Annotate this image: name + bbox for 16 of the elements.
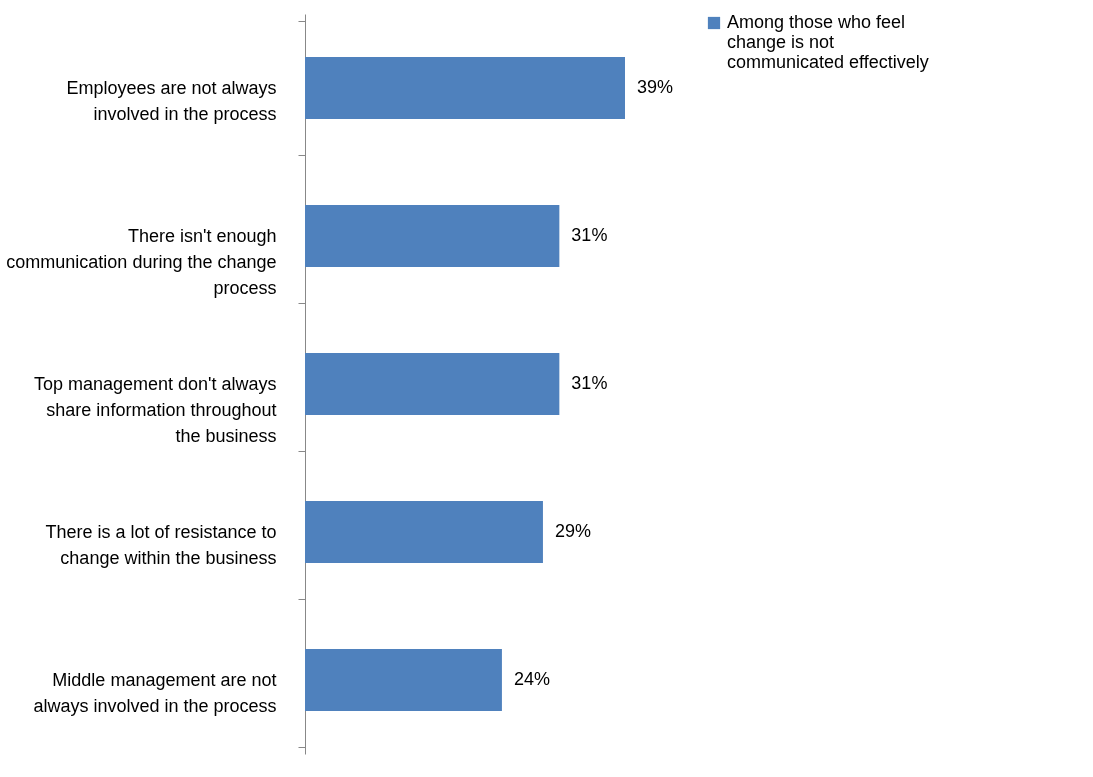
legend-label: Among those who feel change is not communicated effectively <box>727 12 929 72</box>
bar <box>305 501 543 563</box>
y-tick-label: There is a lot of resistance to change within the business <box>45 521 277 568</box>
data-label: 31% <box>571 225 608 245</box>
bar <box>305 353 560 415</box>
data-label: 39% <box>637 77 674 97</box>
y-tick-label: There isn't enough communication during the change process <box>6 225 277 298</box>
bar <box>305 57 625 119</box>
data-label: 31% <box>571 373 608 393</box>
y-tick-label: Top management don't always share information throughout the business <box>33 373 277 446</box>
y-tick-label: Middle management are not always involved in the process <box>33 669 277 716</box>
y-tick-label: Employees are not always involved in the process <box>66 77 277 124</box>
data-label: 24% <box>513 669 550 689</box>
data-label: 29% <box>554 521 591 541</box>
bar <box>305 649 502 711</box>
bar <box>305 205 560 267</box>
